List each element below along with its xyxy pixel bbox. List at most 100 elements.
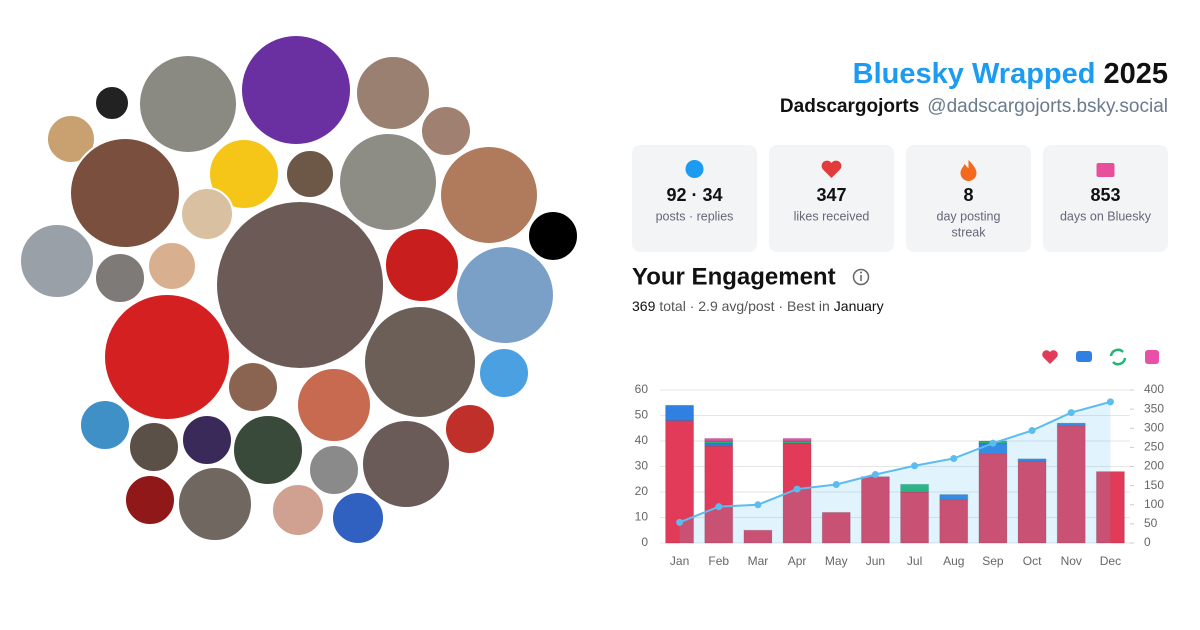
stat-label: streak (951, 225, 986, 239)
avatar (439, 145, 539, 245)
x-tick-label: Aug (943, 554, 964, 568)
x-tick-label: Feb (708, 554, 729, 568)
avatar (240, 34, 352, 146)
avatar (331, 491, 385, 545)
avatar (215, 200, 385, 370)
stat-card (632, 145, 757, 252)
line-point (950, 454, 958, 462)
stat-label: posts · replies (656, 209, 734, 223)
avatar (478, 347, 530, 399)
y-tick-label: 20 (635, 484, 649, 498)
avatar (285, 149, 335, 199)
avatar (94, 85, 130, 121)
stat-card (1043, 145, 1168, 252)
line-point (715, 503, 723, 511)
summary-text: total · 2.9 avg/post · Best in (659, 298, 829, 314)
avatar (384, 227, 460, 303)
avatar (138, 54, 238, 154)
line-point (1106, 398, 1114, 406)
stat-icon (685, 160, 704, 178)
avatar (455, 245, 555, 345)
engagement-summary: 369 total · 2.9 avg/post · Best in January (632, 298, 884, 314)
avatar (271, 483, 325, 537)
avatar-collage (19, 34, 579, 545)
legend-icon (1042, 350, 1058, 364)
x-tick-label: Oct (1023, 554, 1042, 568)
y2-tick-label: 250 (1144, 440, 1164, 454)
avatar (128, 421, 180, 473)
avatar (79, 399, 131, 451)
stat-icon (821, 160, 842, 178)
avatar (296, 367, 372, 443)
summary-best: January (834, 298, 884, 314)
stat-label: day posting (937, 209, 1001, 223)
bar-segment (1056, 422, 1086, 427)
avatar (177, 466, 253, 542)
avatar (444, 403, 496, 455)
avatar (103, 293, 231, 421)
bar-segment (704, 445, 734, 544)
legend-icon (1109, 348, 1127, 366)
stat-label: days on Bluesky (1060, 209, 1152, 223)
y-tick-label: 0 (641, 535, 648, 549)
line-area (679, 401, 1111, 543)
bar-segment (1056, 425, 1086, 544)
avatar (527, 210, 579, 262)
legend-icon (1076, 351, 1092, 362)
x-tick-label: Jul (907, 554, 922, 568)
bar-segment (782, 437, 812, 442)
line-point (793, 485, 801, 493)
y2-tick-label: 100 (1144, 497, 1164, 511)
avatar (124, 474, 176, 526)
bar-segment (743, 529, 773, 544)
x-tick-label: May (825, 554, 848, 568)
avatar (308, 444, 360, 496)
y-tick-label: 40 (635, 433, 649, 447)
title-brand: Bluesky Wrapped (853, 58, 1096, 90)
stat-icon (1096, 163, 1115, 177)
avatar (94, 252, 146, 304)
x-tick-label: Mar (748, 554, 769, 568)
line-point (1028, 427, 1036, 435)
stat-icon (960, 160, 977, 181)
info-icon (852, 268, 870, 286)
line-point (832, 480, 840, 488)
title-year: 2025 (1103, 58, 1168, 90)
stat-cards: 92 · 34 posts · replies 347 likes received 8… (632, 145, 1168, 252)
bar-segment (821, 511, 851, 544)
avatar (147, 241, 197, 291)
y2-tick-label: 50 (1144, 516, 1158, 530)
user-line: Dadscargojorts @dadscargojorts.bsky.socia… (780, 96, 1168, 117)
line-point (911, 462, 919, 470)
bar-segment (1017, 458, 1047, 462)
x-tick-label: Nov (1061, 554, 1082, 568)
line-point (989, 439, 997, 447)
avatar (19, 223, 95, 299)
y-tick-label: 60 (635, 382, 649, 396)
y2-tick-label: 0 (1144, 535, 1151, 549)
bar-segment (704, 437, 734, 442)
bar-segment (1017, 460, 1047, 544)
title: Bluesky Wrapped 2025 (853, 58, 1168, 90)
y-tick-label: 50 (635, 408, 649, 422)
x-tick-label: Jun (866, 554, 885, 568)
line-point (676, 518, 684, 526)
x-tick-label: Sep (982, 554, 1004, 568)
user-name: Dadscargojorts (780, 96, 919, 117)
avatar (355, 55, 431, 131)
bar-segment (665, 404, 695, 422)
x-tick-label: Apr (788, 554, 807, 568)
avatar (180, 187, 234, 241)
x-tick-label: Jan (670, 554, 689, 568)
avatar (69, 137, 181, 249)
avatar (338, 132, 438, 232)
bar-segment (860, 476, 890, 544)
stat-label: likes received (794, 209, 870, 223)
y2-tick-label: 300 (1144, 420, 1164, 434)
avatar (420, 105, 472, 157)
avatar (208, 138, 280, 210)
y2-tick-label: 350 (1144, 401, 1164, 415)
stat-value: 92 · 34 (666, 185, 722, 205)
bar-segment (939, 494, 969, 501)
